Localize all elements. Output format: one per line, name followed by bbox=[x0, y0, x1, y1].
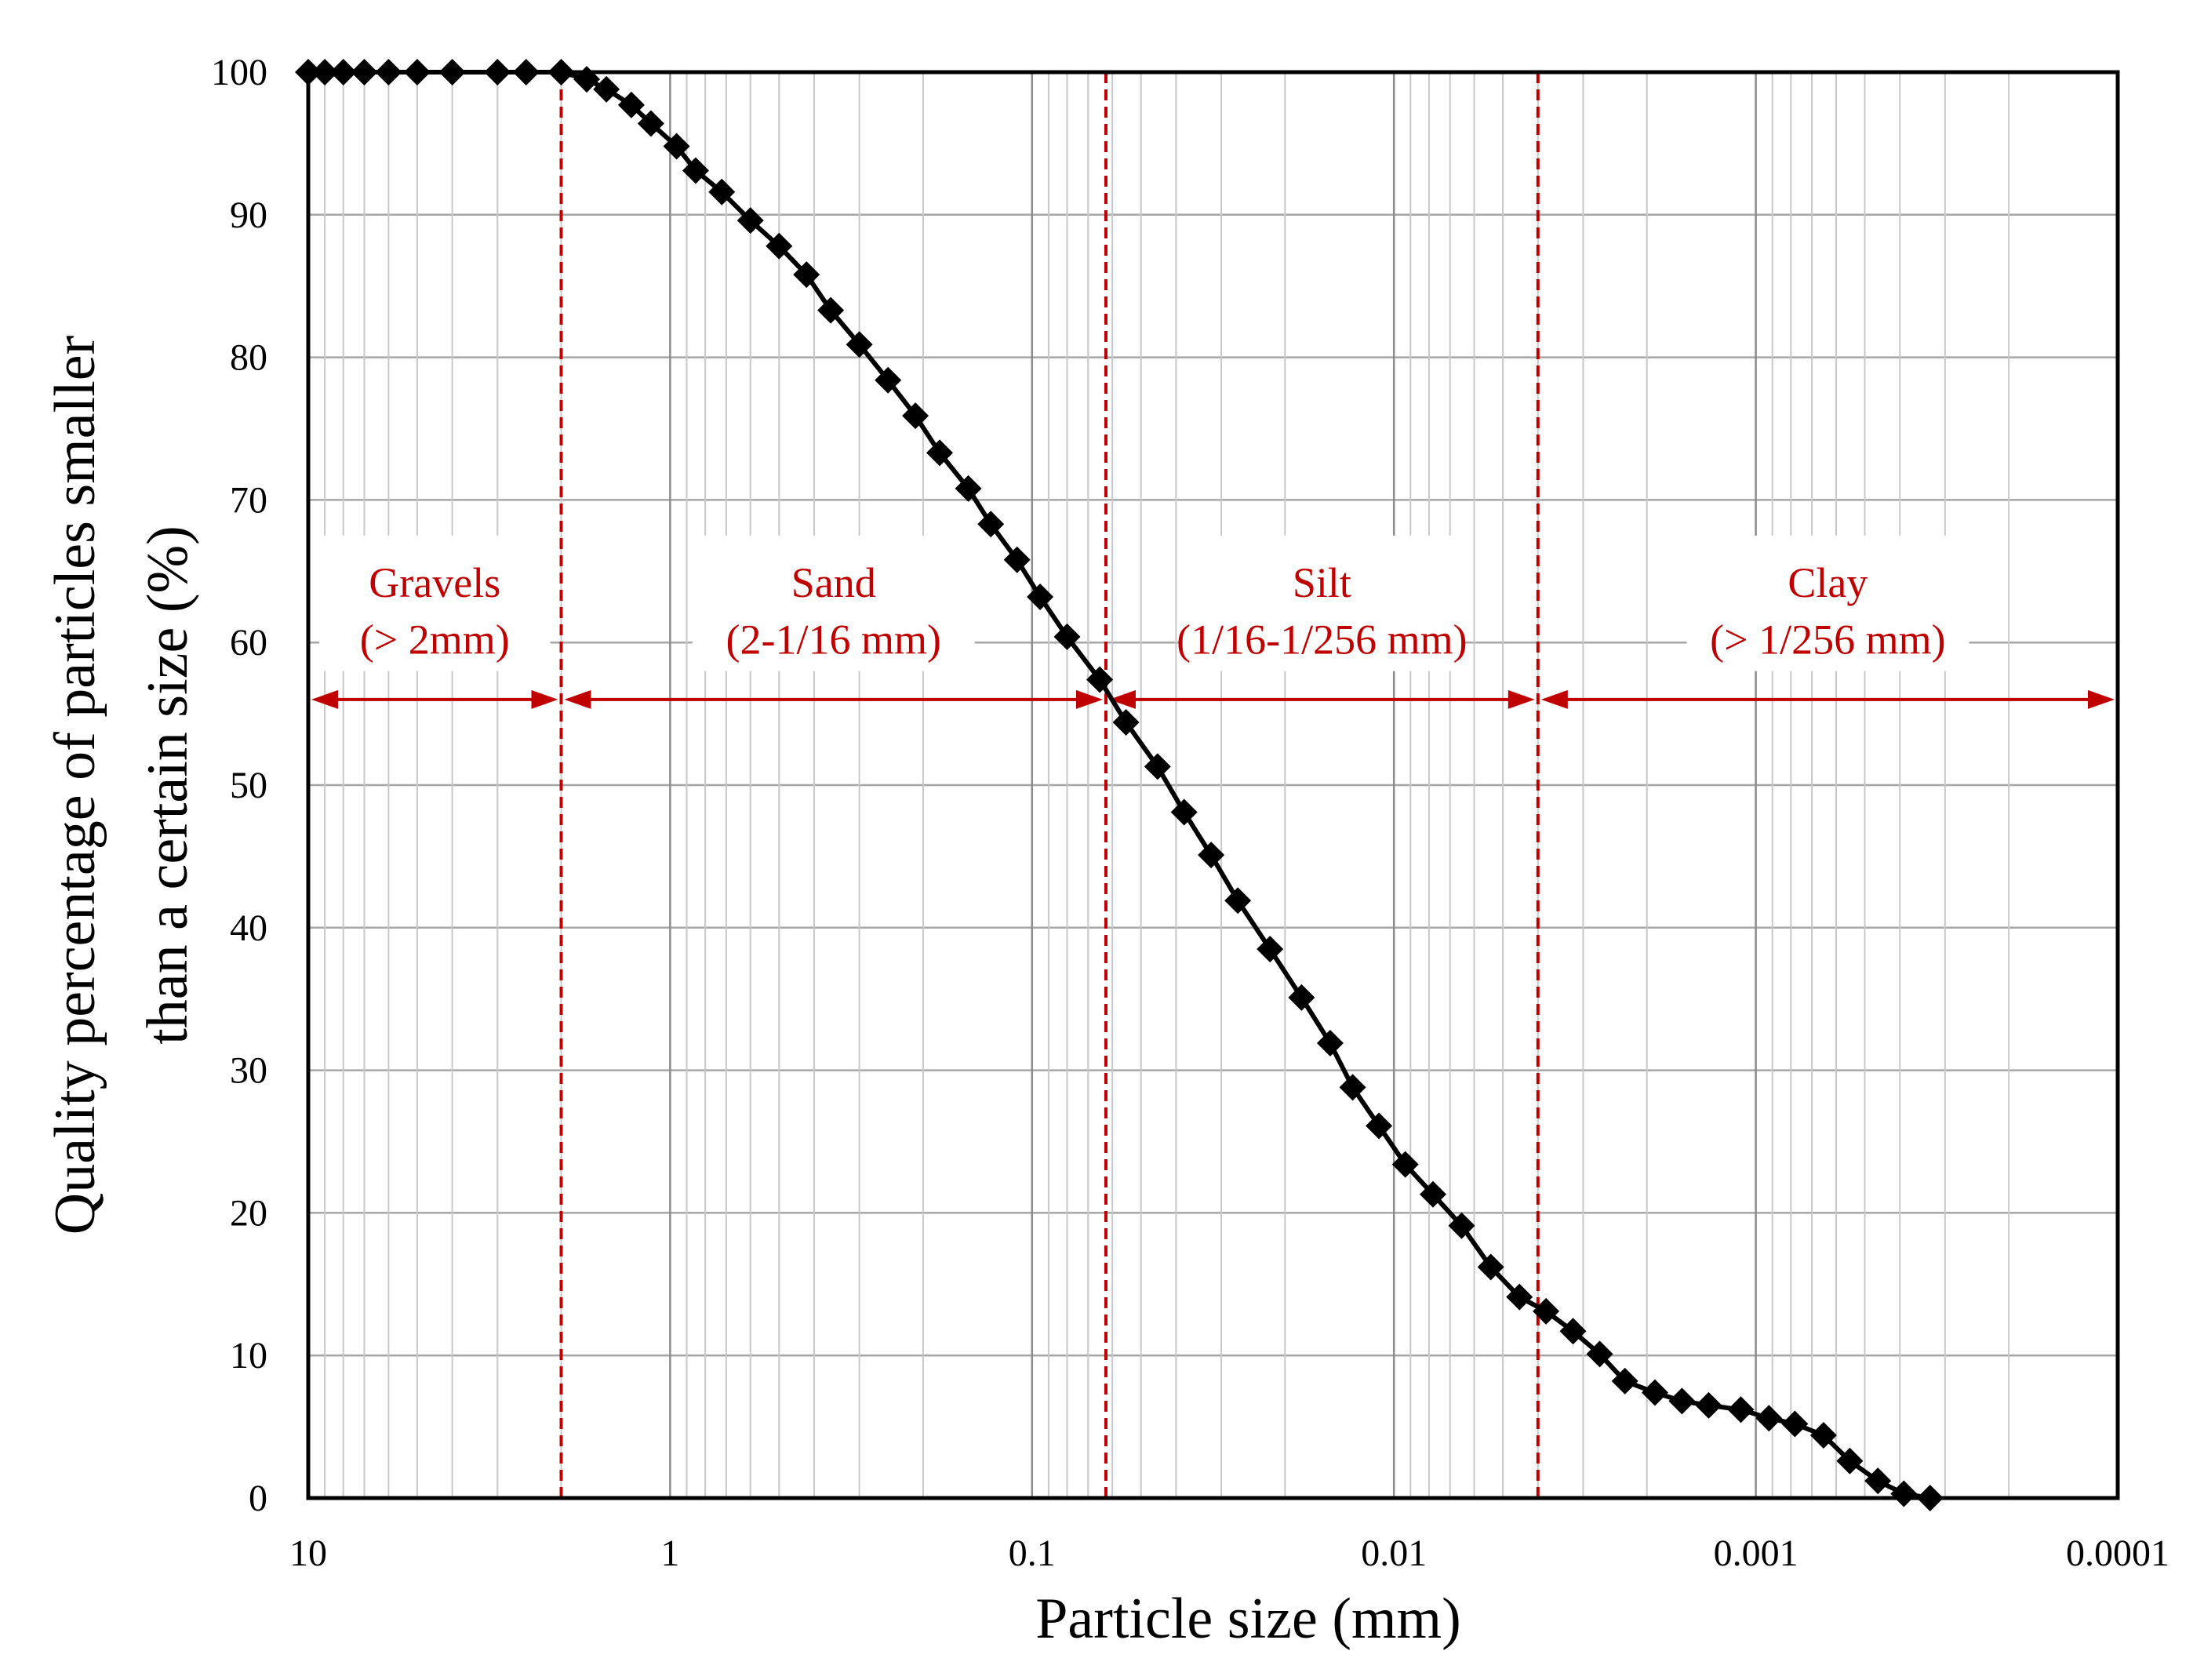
data-point-marker bbox=[1641, 1379, 1668, 1406]
x-tick-label: 0.0001 bbox=[2066, 1533, 2169, 1574]
data-point-marker bbox=[593, 75, 620, 103]
x-tick-label: 0.1 bbox=[1009, 1533, 1056, 1574]
arrow-head-right bbox=[1508, 689, 1535, 709]
data-point-marker bbox=[926, 439, 954, 467]
data-point-marker bbox=[1506, 1283, 1533, 1311]
arrow-head-right bbox=[2088, 689, 2115, 709]
arrow-head-left bbox=[1108, 689, 1136, 709]
data-point-marker bbox=[1112, 709, 1140, 736]
data-point-marker bbox=[817, 296, 845, 324]
data-point-marker bbox=[1864, 1467, 1892, 1495]
data-point-marker bbox=[1836, 1447, 1864, 1475]
data-point-marker bbox=[1339, 1074, 1366, 1101]
x-tick-label: 0.01 bbox=[1361, 1533, 1427, 1574]
data-point-marker bbox=[1448, 1212, 1475, 1239]
region-label-background bbox=[1180, 535, 1464, 671]
data-point-marker bbox=[637, 110, 664, 137]
y-tick-label: 90 bbox=[230, 195, 267, 236]
region-range-label: (> 1/256 mm) bbox=[1710, 616, 1945, 664]
y-tick-label: 0 bbox=[249, 1478, 267, 1519]
region-label-background bbox=[319, 535, 551, 671]
data-point-marker bbox=[1144, 753, 1171, 780]
data-point-marker bbox=[902, 402, 929, 430]
size-class-regions: Gravels (> 2mm) Sand (2-1/16 mm) Silt (1/16-1… bbox=[311, 535, 2115, 709]
arrow-head-right bbox=[1075, 689, 1103, 709]
data-point-marker bbox=[1003, 546, 1031, 573]
data-point-marker bbox=[1027, 584, 1054, 611]
y-tick-label: 100 bbox=[211, 52, 267, 93]
region-range-label: (> 2mm) bbox=[360, 616, 510, 664]
data-point-marker bbox=[977, 511, 1005, 538]
y-axis-title: Quality percentage of particles smaller … bbox=[43, 336, 200, 1235]
tick-labels: 0 10 20 30 40 50 60 70 80 90 100 10 1 0.1 0.01 0.001 0.0… bbox=[211, 52, 2169, 1574]
y-tick-label: 50 bbox=[230, 765, 267, 806]
region-name-label: Sand bbox=[791, 559, 876, 606]
data-point-marker bbox=[1809, 1422, 1837, 1449]
data-point-marker bbox=[1890, 1480, 1918, 1507]
y-axis-title-line-2: than a certain size (%) bbox=[136, 525, 200, 1045]
data-point-marker bbox=[793, 261, 820, 289]
x-axis-title: Particle size (mm) bbox=[1035, 1587, 1460, 1651]
data-point-marker bbox=[736, 207, 764, 235]
y-tick-label: 40 bbox=[230, 907, 267, 949]
data-point-marker bbox=[1781, 1410, 1809, 1438]
arrow-head-left bbox=[1540, 689, 1568, 709]
y-tick-label: 30 bbox=[230, 1050, 267, 1092]
data-point-marker bbox=[1727, 1396, 1755, 1424]
y-axis-title-line-1: Quality percentage of particles smaller bbox=[43, 336, 107, 1235]
data-point-marker bbox=[1586, 1340, 1613, 1368]
data-point-marker bbox=[1257, 936, 1284, 963]
x-tick-label: 10 bbox=[289, 1533, 327, 1574]
data-point-marker bbox=[1288, 984, 1315, 1011]
arrow-head-left bbox=[564, 689, 591, 709]
data-point-marker bbox=[1198, 842, 1225, 869]
data-point-marker bbox=[1316, 1030, 1344, 1057]
region-label-background bbox=[692, 535, 975, 671]
data-point-marker bbox=[1477, 1253, 1504, 1281]
y-tick-label: 60 bbox=[230, 622, 267, 664]
data-point-marker bbox=[766, 232, 793, 260]
class-boundaries bbox=[559, 72, 1540, 1498]
plot-area-frame bbox=[306, 70, 2120, 1500]
data-point-marker bbox=[955, 475, 982, 502]
data-point-marker bbox=[1668, 1387, 1696, 1415]
arrow-head-right bbox=[531, 689, 558, 709]
data-point-marker bbox=[846, 331, 873, 358]
data-point-marker bbox=[1419, 1180, 1446, 1208]
data-point-marker bbox=[1533, 1297, 1560, 1325]
data-point-marker bbox=[1391, 1151, 1419, 1178]
x-tick-label: 1 bbox=[660, 1533, 679, 1574]
data-point-marker bbox=[1695, 1391, 1722, 1419]
data-point-marker bbox=[875, 366, 902, 394]
y-tick-label: 10 bbox=[230, 1335, 267, 1376]
region-name-label: Clay bbox=[1788, 559, 1868, 606]
data-point-marker bbox=[1053, 623, 1081, 650]
region-label-background bbox=[1686, 535, 1969, 671]
y-tick-label: 70 bbox=[230, 479, 267, 521]
data-point-marker bbox=[1366, 1112, 1393, 1140]
y-tick-label: 20 bbox=[230, 1192, 267, 1234]
data-point-marker bbox=[1170, 798, 1198, 826]
region-range-label: (1/16-1/256 mm) bbox=[1177, 616, 1467, 664]
data-point-marker bbox=[1086, 666, 1114, 693]
data-point-marker bbox=[1611, 1367, 1638, 1395]
arrow-head-left bbox=[311, 689, 338, 709]
x-tick-label: 0.001 bbox=[1714, 1533, 1798, 1574]
data-point-marker bbox=[617, 91, 645, 118]
data-point-marker bbox=[663, 133, 690, 160]
y-tick-label: 80 bbox=[230, 337, 267, 379]
data-point-marker bbox=[1755, 1405, 1783, 1432]
data-point-marker bbox=[1224, 887, 1252, 915]
data-point-marker bbox=[1559, 1318, 1587, 1345]
data-point-marker bbox=[708, 178, 736, 205]
region-name-label: Silt bbox=[1293, 559, 1351, 606]
data-point-marker bbox=[682, 157, 709, 184]
region-range-label: (2-1/16 mm) bbox=[726, 616, 941, 664]
region-name-label: Gravels bbox=[369, 559, 500, 606]
